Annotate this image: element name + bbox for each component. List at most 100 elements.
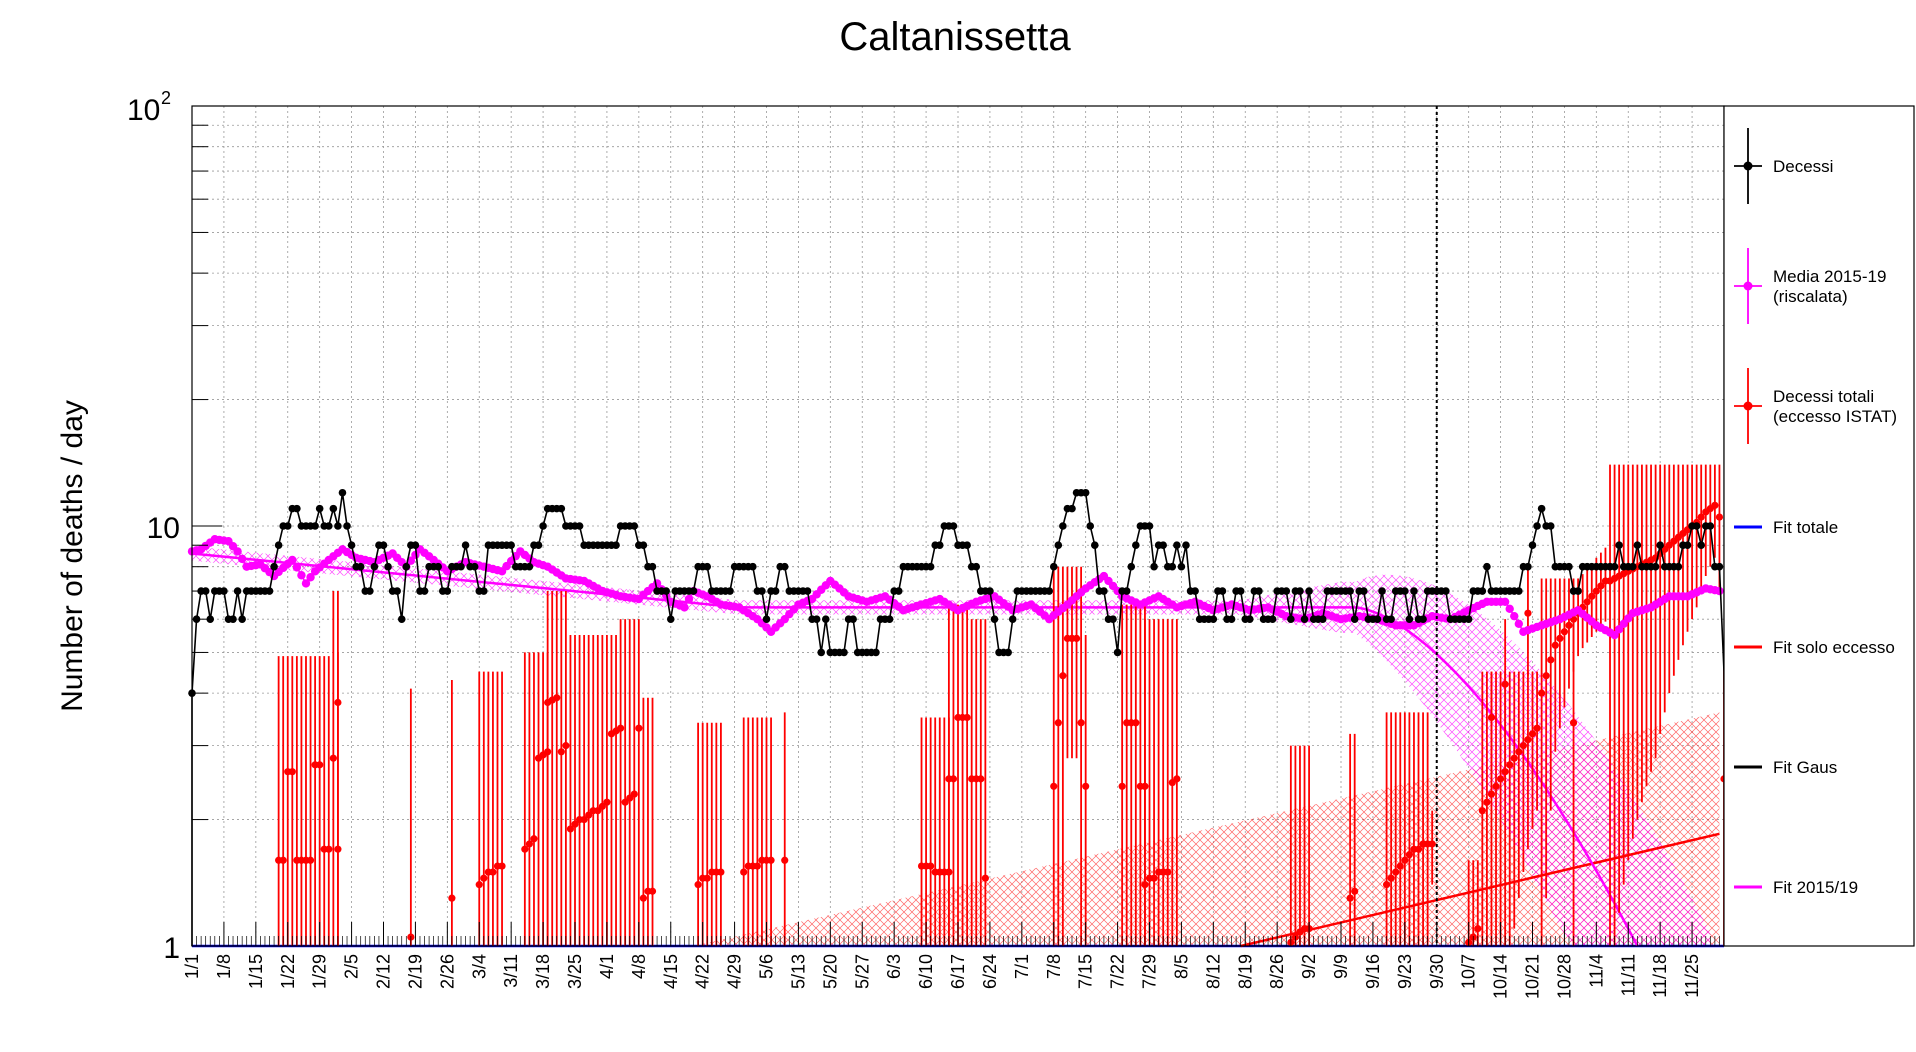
media-point xyxy=(1500,597,1510,606)
x-tick-label: 6/3 xyxy=(884,954,904,979)
eccesso-point xyxy=(598,802,606,810)
decessi-point xyxy=(480,587,488,595)
decessi-point xyxy=(1049,562,1058,571)
decessi-point xyxy=(1255,587,1263,595)
eccesso-point xyxy=(1054,719,1062,727)
eccesso-point xyxy=(571,820,579,828)
decessi-point xyxy=(411,541,420,550)
chart-title: Caltanissetta xyxy=(839,15,1071,59)
decessi-point xyxy=(1122,587,1131,595)
y-tick-exponent: 2 xyxy=(161,88,171,108)
eccesso-point xyxy=(1588,592,1596,600)
decessi-point xyxy=(1081,488,1090,497)
eccesso-point xyxy=(1715,513,1724,521)
decessi-point xyxy=(1346,587,1354,595)
x-tick-label: 1/8 xyxy=(214,954,234,979)
eccesso-point xyxy=(1592,587,1600,595)
x-tick-label: 3/25 xyxy=(565,954,585,989)
decessi-point xyxy=(1218,587,1227,595)
eccesso-point xyxy=(1492,782,1500,790)
decessi-point xyxy=(233,587,242,595)
eccesso-point xyxy=(767,856,775,864)
eccesso-point xyxy=(1392,868,1400,876)
x-tick-label: 7/22 xyxy=(1108,954,1128,989)
fit-eccesso-line xyxy=(1240,832,1720,948)
x-tick-label: 9/16 xyxy=(1363,954,1383,989)
decessi-point xyxy=(935,541,944,550)
eccesso-point xyxy=(1483,798,1491,806)
decessi-point xyxy=(749,562,757,571)
decessi-point xyxy=(1173,541,1181,550)
decessi-point xyxy=(639,541,648,550)
decessi-point xyxy=(1524,562,1532,571)
decessi-point xyxy=(220,587,228,595)
eccesso-point xyxy=(1597,582,1605,590)
x-tick-label: 10/14 xyxy=(1491,954,1511,999)
decessi-point xyxy=(1305,587,1313,595)
legend-label: Fit totale xyxy=(1773,518,1838,537)
legend-label: (eccesso ISTAT) xyxy=(1773,407,1897,426)
media-point xyxy=(306,573,315,582)
eccesso-point xyxy=(694,881,702,889)
x-tick-label: 4/29 xyxy=(725,954,745,989)
eccesso-point xyxy=(1382,881,1391,889)
eccesso-point xyxy=(1164,868,1172,876)
legend-marker-point xyxy=(1743,161,1753,171)
media-point xyxy=(680,603,689,612)
x-tick-label: 5/6 xyxy=(757,954,777,979)
decessi-point xyxy=(507,541,515,550)
x-tick-label: 1/29 xyxy=(310,954,330,989)
decessi-point xyxy=(384,562,392,571)
decessi-point xyxy=(311,522,319,530)
decessi-point xyxy=(1546,522,1555,530)
decessi-point xyxy=(840,648,848,657)
eccesso-point xyxy=(557,748,565,756)
decessi-point xyxy=(557,504,566,513)
eccesso-point xyxy=(635,724,643,732)
media-point xyxy=(233,547,242,556)
eccesso-point xyxy=(525,840,534,848)
eccesso-point xyxy=(1082,782,1090,790)
decessi-point xyxy=(803,587,812,595)
decessi-point xyxy=(1656,541,1664,550)
eccesso-point xyxy=(580,815,588,824)
media-point xyxy=(1614,625,1624,634)
eccesso-point xyxy=(1141,881,1149,889)
x-tick-label: 11/11 xyxy=(1618,954,1638,996)
decessi-point xyxy=(270,562,278,571)
decessi-point xyxy=(1159,541,1167,550)
eccesso-point xyxy=(1414,845,1423,853)
legend-item-fit_totale: Fit totale xyxy=(1734,518,1838,537)
media-point xyxy=(237,554,247,564)
x-tick-label: 6/10 xyxy=(916,954,936,989)
eccesso-point xyxy=(1077,719,1085,727)
eccesso-point xyxy=(603,798,611,806)
decessi-point xyxy=(1059,522,1067,530)
x-tick-label: 9/2 xyxy=(1299,954,1319,979)
legend-label: Fit 2015/19 xyxy=(1773,878,1858,897)
x-tick-label: 4/22 xyxy=(693,954,713,989)
decessi-point xyxy=(370,562,379,571)
eccesso-point xyxy=(1387,874,1395,882)
x-tick-label: 3/11 xyxy=(501,954,521,988)
eccesso-point xyxy=(1524,736,1532,744)
decessi-point xyxy=(1610,562,1619,571)
decessi-point xyxy=(1008,615,1017,623)
media-point xyxy=(1514,619,1524,628)
x-tick-label: 8/5 xyxy=(1171,954,1191,979)
eccesso-point xyxy=(1711,501,1719,509)
decessi-point xyxy=(1629,562,1637,571)
decessi-point xyxy=(780,562,789,571)
x-tick-label: 7/15 xyxy=(1076,954,1096,989)
eccesso-point xyxy=(1401,856,1409,864)
decessi-point xyxy=(1236,587,1245,595)
decessi-point xyxy=(689,587,698,595)
eccesso-point xyxy=(306,856,315,864)
decessi-point xyxy=(1442,587,1450,595)
eccesso-point xyxy=(981,874,989,882)
decessi-point xyxy=(630,522,639,530)
y-tick-base: 10 xyxy=(127,94,160,127)
decessi-point xyxy=(972,562,981,571)
decessi-point xyxy=(402,562,411,571)
decessi-point xyxy=(812,615,821,623)
